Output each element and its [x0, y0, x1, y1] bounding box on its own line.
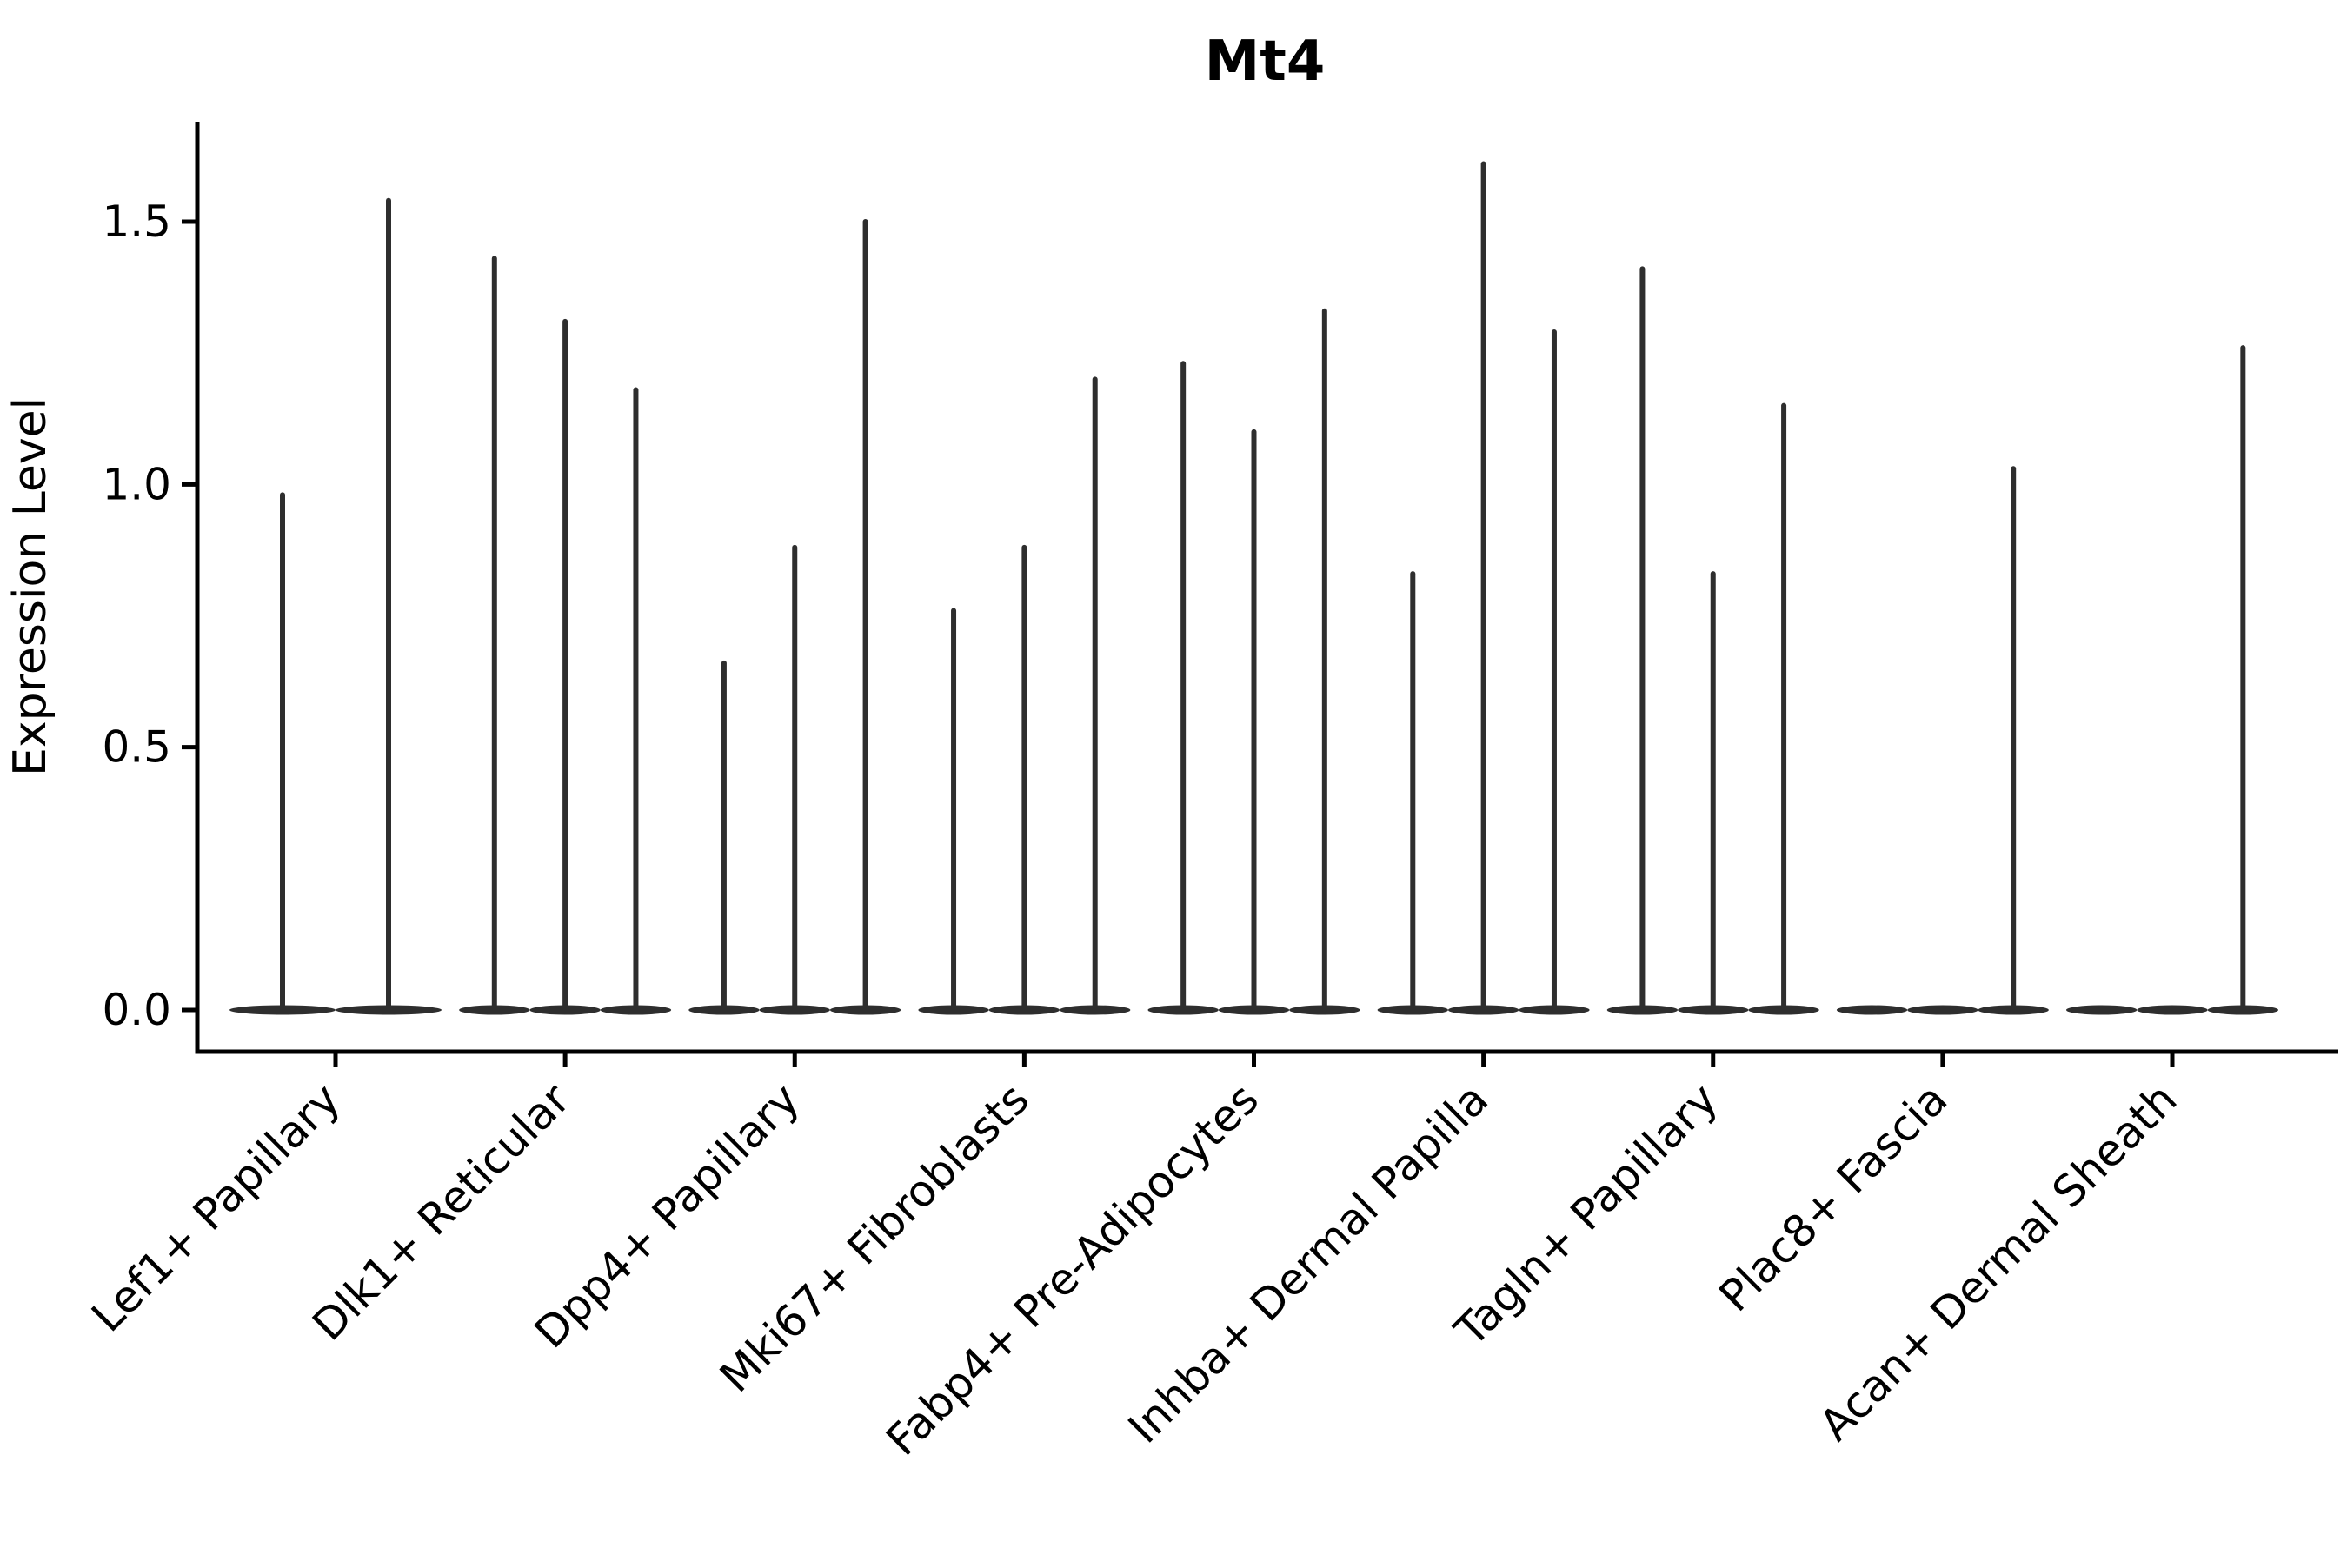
- y-tick-label: 1.0: [102, 459, 171, 509]
- y-tick-label: 0.0: [102, 985, 171, 1035]
- violin-zero-bulk: [2137, 1005, 2208, 1015]
- y-tick-label: 0.5: [102, 722, 171, 773]
- y-tick-label: 1.5: [102, 196, 171, 247]
- violins-layer: [229, 161, 2278, 1015]
- violin-zero-bulk: [1836, 1005, 1908, 1015]
- x-tick-label: Fabp4+ Pre-Adipocytes: [876, 1073, 1268, 1465]
- x-tick-label: Lef1+ Papillary: [82, 1073, 349, 1341]
- violin-zero-bulk: [1907, 1005, 1978, 1015]
- y-axis-label: Expression Level: [4, 397, 57, 776]
- x-tick-label: Plac8+ Fascia: [1710, 1073, 1958, 1321]
- violin-zero-bulk: [2066, 1005, 2138, 1015]
- chart-title: Mt4: [1205, 30, 1326, 94]
